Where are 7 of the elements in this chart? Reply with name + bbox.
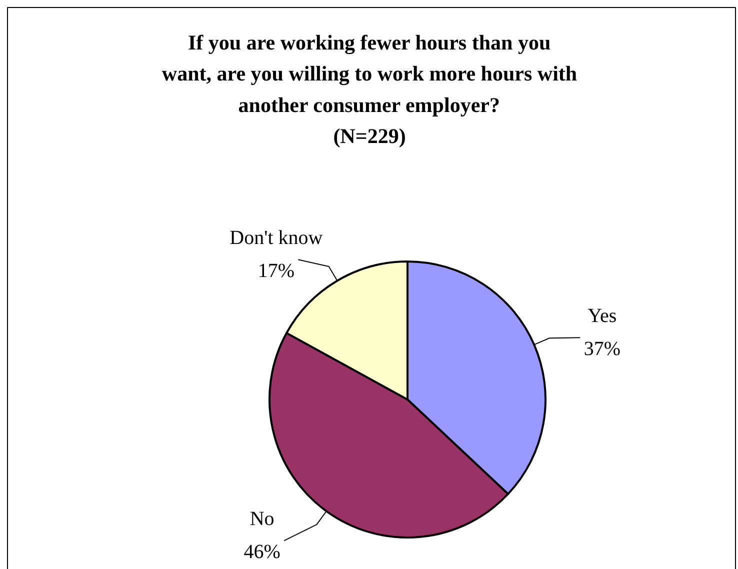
slice-label: Yes <box>588 305 617 328</box>
data-label: 17% <box>258 260 295 282</box>
data-label: 46% <box>244 541 280 564</box>
slice-label: No <box>250 508 274 530</box>
chart-title: If you are working fewer hours than you want, are you willing to work more hours with another consumer employer? (N=229) <box>162 30 578 148</box>
slice-label: Don't know <box>230 227 324 250</box>
data-label: 37% <box>584 338 620 360</box>
